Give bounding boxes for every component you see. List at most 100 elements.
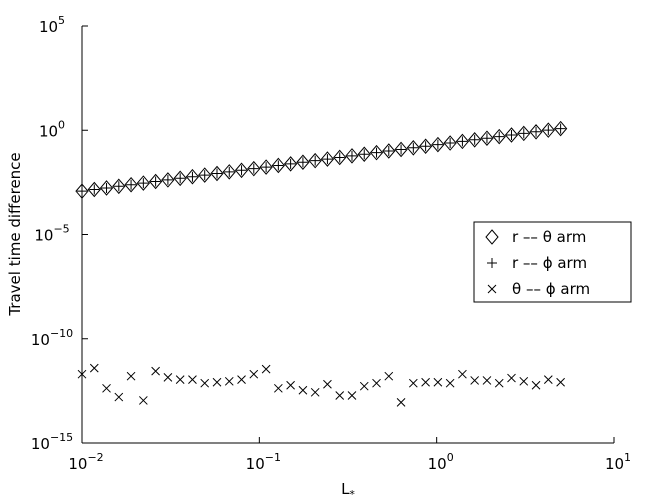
plus-marker <box>199 170 210 181</box>
plus-marker <box>555 123 566 134</box>
x-tick-label-exponent: 1 <box>624 451 631 464</box>
x-tick-label-base: 10 <box>605 455 624 473</box>
x-tick-label-base: 10 <box>246 455 265 473</box>
diamond-marker <box>161 172 175 188</box>
x-marker <box>458 369 467 379</box>
y-tick-label: 100 <box>39 118 65 140</box>
x-tick-label-exponent: −2 <box>87 451 103 464</box>
diamond-marker <box>541 122 555 138</box>
plus-marker <box>273 160 284 171</box>
x-marker <box>114 392 124 402</box>
x-marker <box>482 376 492 385</box>
plus-marker <box>531 126 542 137</box>
x-marker <box>138 396 148 405</box>
plus-marker <box>297 157 308 168</box>
diamond-marker <box>333 149 347 166</box>
x-tick-label-exponent: 0 <box>447 451 454 464</box>
y-tick-label: 10−5 <box>34 223 69 245</box>
plus-marker <box>224 166 235 177</box>
x-marker <box>237 375 246 384</box>
plus-marker <box>113 181 124 192</box>
diamond-marker <box>382 143 396 159</box>
x-marker <box>556 377 565 387</box>
diamond-marker <box>320 151 335 167</box>
plus-marker <box>371 147 382 158</box>
plus-marker <box>457 136 468 147</box>
x-tick-label: 100 <box>428 451 454 473</box>
plus-marker <box>322 154 333 165</box>
plus-marker <box>543 125 554 136</box>
diamond-marker <box>553 120 568 137</box>
diamond-marker <box>308 152 322 169</box>
diamond-marker <box>173 170 187 187</box>
diamond-marker <box>296 154 310 171</box>
legend-marker <box>485 229 499 245</box>
x-marker <box>408 378 418 388</box>
plus-marker <box>346 150 357 161</box>
y-tick-label: 10−15 <box>31 431 73 453</box>
legend-box <box>473 221 632 303</box>
plus-marker <box>89 184 100 195</box>
x-marker <box>151 366 160 376</box>
diamond-marker <box>492 128 506 145</box>
diamond-marker <box>148 173 163 190</box>
x-axis-label-sub: * <box>349 488 355 501</box>
x-marker <box>494 378 504 388</box>
x-marker <box>126 371 136 381</box>
y-tick-label-exponent: −5 <box>53 223 69 236</box>
x-marker <box>445 378 455 388</box>
x-marker <box>224 376 234 386</box>
plus-marker <box>285 158 296 169</box>
diamond-marker <box>529 124 543 140</box>
plus-marker <box>432 139 443 150</box>
y-tick-label-base: 10 <box>34 227 53 245</box>
x-tick-label: 10−2 <box>68 451 103 473</box>
x-marker <box>335 391 345 400</box>
diamond-marker <box>99 180 114 196</box>
diamond-marker <box>222 164 236 180</box>
x-axis-label: L* <box>341 480 355 501</box>
plus-marker <box>236 165 247 176</box>
y-tick-label-exponent: 0 <box>58 118 65 131</box>
x-tick-label-base: 10 <box>68 455 87 473</box>
diamond-marker <box>480 130 494 146</box>
x-tick-label-base: 10 <box>428 455 447 473</box>
y-axis-label: Travel time difference <box>6 152 24 316</box>
x-marker <box>421 377 430 387</box>
x-marker <box>543 375 553 384</box>
plus-marker <box>261 162 272 173</box>
x-marker <box>212 377 222 387</box>
plus-marker <box>248 163 259 174</box>
x-marker <box>507 373 516 383</box>
x-marker <box>372 378 381 388</box>
plus-marker <box>175 173 186 184</box>
diamond-marker <box>369 144 384 161</box>
x-marker <box>359 381 369 391</box>
y-tick-label: 10−10 <box>31 327 73 349</box>
x-tick-label: 10−1 <box>246 451 281 473</box>
diamond-marker <box>345 148 359 164</box>
y-tick-label: 105 <box>39 14 65 36</box>
diamond-marker <box>75 183 89 199</box>
plus-marker <box>481 133 492 144</box>
plus-marker <box>187 171 198 182</box>
plus-marker <box>150 176 161 187</box>
plus-marker <box>506 129 517 140</box>
plus-marker <box>445 138 456 149</box>
plus-marker <box>469 134 480 145</box>
x-marker <box>396 398 406 407</box>
y-tick-label-base: 10 <box>31 435 50 453</box>
plus-marker <box>359 149 370 160</box>
diamond-marker <box>124 176 138 193</box>
legend-marker <box>487 284 497 294</box>
plus-marker <box>396 144 407 155</box>
x-marker <box>89 363 99 373</box>
x-tick-label: 101 <box>605 451 631 473</box>
y-tick-label-base: 10 <box>31 331 50 349</box>
x-marker <box>175 375 185 384</box>
legend-label: r –– ϕ arm <box>512 254 587 272</box>
x-marker <box>77 369 87 379</box>
diamond-marker <box>87 181 101 198</box>
